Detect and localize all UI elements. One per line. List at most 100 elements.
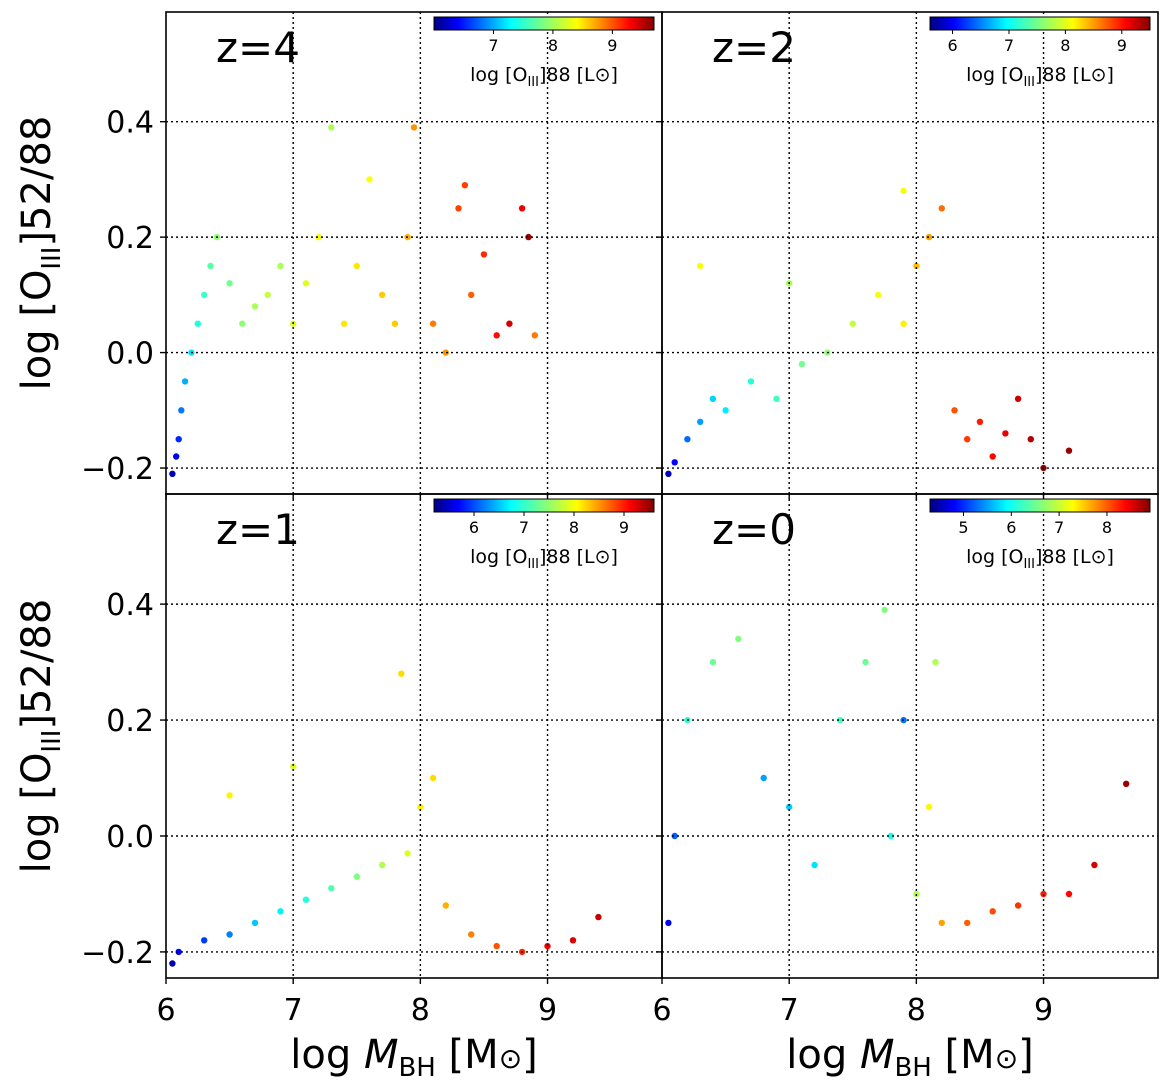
scatter-point (201, 291, 208, 299)
scatter-point (665, 919, 672, 927)
scatter-point (595, 913, 602, 921)
scatter-point (480, 251, 488, 258)
x-axis-title-right: log MBH [M⊙] (786, 1032, 1034, 1083)
scatter-point (964, 919, 971, 927)
redshift-label: z=0 (712, 505, 796, 554)
scatter-point (404, 850, 411, 857)
scatter-point (178, 407, 185, 414)
scatter-point (391, 320, 399, 327)
scatter-point (932, 658, 939, 666)
scatter-point (175, 436, 182, 443)
scatter-point (398, 670, 405, 677)
scatter-point (442, 349, 449, 356)
scatter-point (875, 291, 882, 299)
colorbar-tick-label: 6 (1006, 518, 1016, 537)
axes-frame (661, 493, 1159, 979)
scatter-point (697, 262, 704, 270)
colorbar-tick-label: 9 (1117, 36, 1127, 55)
x-tick-label: 7 (284, 993, 303, 1028)
scatter-point (379, 861, 386, 869)
scatter-point (989, 908, 996, 915)
scatter-point (925, 233, 933, 241)
scatter-point (442, 902, 449, 909)
scatter-point (506, 320, 513, 327)
y-tick-label: −0.2 (81, 936, 154, 971)
scatter-point (417, 803, 424, 811)
colorbar-tick-label: 8 (548, 36, 558, 55)
scatter-point (1002, 430, 1009, 437)
scatter-point (798, 360, 806, 368)
scatter-point (353, 873, 360, 880)
colorbar-tick-label: 7 (1004, 36, 1014, 55)
colorbar-tick-label: 5 (958, 518, 968, 537)
colorbar-tick-label: 8 (1102, 518, 1112, 537)
colorbar-tick-label: 7 (519, 518, 529, 537)
scatter-point (169, 470, 176, 477)
scatter-point (340, 320, 348, 327)
scatter-point (709, 395, 717, 402)
scatter-point (925, 803, 933, 811)
scatter-point (684, 436, 691, 443)
colorbar: 7 8 9 log [OIII]88 [L⊙] (433, 16, 655, 90)
scatter-point (468, 931, 475, 938)
y-tick-label: −0.2 (81, 452, 154, 487)
scatter-point (518, 205, 526, 212)
x-tick-label: 9 (538, 993, 557, 1028)
scatter-point (251, 919, 259, 927)
scatter-point (531, 332, 538, 339)
scatter-point (671, 459, 678, 466)
scatter-point (747, 378, 755, 385)
scatter-point (379, 291, 386, 299)
scatter-point (1091, 861, 1098, 869)
redshift-label: z=1 (216, 505, 300, 554)
scatter-point (544, 942, 551, 950)
scatter-point (938, 205, 945, 212)
scatter-point (366, 176, 373, 183)
scatter-point (328, 885, 335, 892)
scatter-point (665, 470, 672, 477)
scatter-point (697, 418, 704, 425)
y-tick-label: 0.0 (106, 337, 154, 372)
scatter-point (302, 280, 310, 287)
scatter-points (665, 187, 1073, 477)
scatter-point (1027, 436, 1035, 443)
scatter-point (251, 303, 259, 310)
scatter-point (786, 803, 793, 811)
colorbar-tick-label: 7 (1054, 518, 1064, 537)
x-tick-label: 8 (907, 993, 926, 1028)
scatter-point (913, 262, 920, 270)
scatter-points (665, 606, 1130, 927)
scatter-point (1065, 890, 1073, 898)
x-tick-label: 7 (780, 993, 799, 1028)
scatter-point (1123, 780, 1130, 787)
scatter-point (671, 832, 678, 840)
scatter-point (226, 280, 233, 287)
scatter-point (226, 931, 233, 938)
scatter-point (455, 205, 462, 212)
scatter-point (429, 774, 437, 782)
scatter-point (887, 832, 895, 840)
redshift-label: z=2 (712, 23, 796, 72)
colorbar-label: log [OIII]88 [L⊙] (966, 546, 1114, 572)
scatter-point (1065, 447, 1073, 454)
scatter-point (760, 774, 767, 782)
scatter-point (964, 436, 971, 443)
scatter-points (169, 670, 602, 967)
colorbar-label: log [OIII]88 [L⊙] (966, 64, 1114, 90)
colorbar-tick-label: 9 (619, 518, 629, 537)
scatter-point (722, 407, 729, 414)
scatter-point (315, 233, 322, 241)
scatter-point (468, 291, 475, 299)
scatter-point (976, 418, 984, 425)
y-tick-label: 0.0 (106, 820, 154, 855)
colorbar-gradient (433, 498, 655, 513)
scatter-point (735, 635, 742, 643)
scatter-point (1014, 902, 1022, 909)
colorbar-tick-label: 8 (569, 518, 579, 537)
scatter-point (181, 378, 189, 385)
scatter-point (207, 262, 214, 270)
scatter-point (264, 291, 271, 299)
